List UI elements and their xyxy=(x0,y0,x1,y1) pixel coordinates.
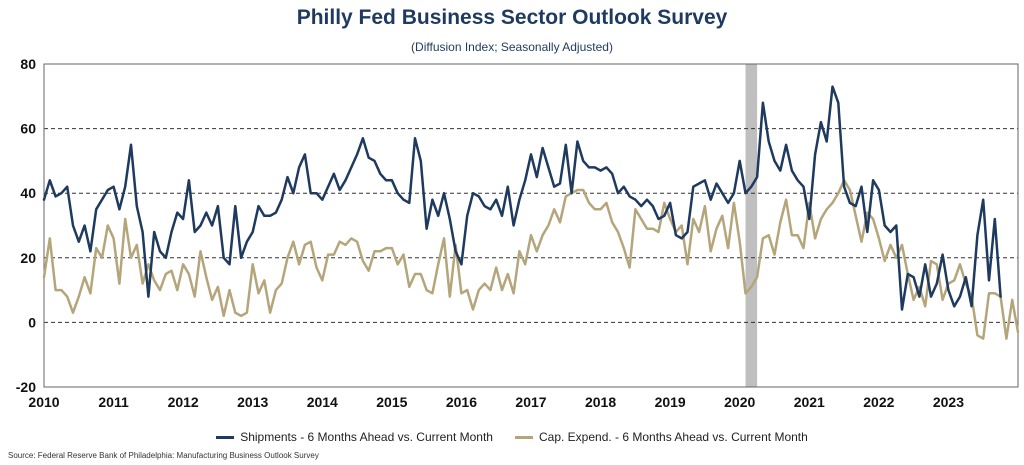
chart-legend: Shipments - 6 Months Ahead vs. Current M… xyxy=(0,430,1024,444)
x-tick-label: 2012 xyxy=(168,394,199,410)
y-tick-label: 60 xyxy=(20,121,36,137)
x-tick-label: 2017 xyxy=(515,394,546,410)
x-tick-label: 2016 xyxy=(446,394,477,410)
x-tick-label: 2021 xyxy=(794,394,825,410)
legend-swatch-capex xyxy=(514,435,533,439)
legend-item-capex: Cap. Expend. - 6 Months Ahead vs. Curren… xyxy=(514,430,808,444)
y-tick-label: 80 xyxy=(20,56,36,72)
plot-frame xyxy=(43,63,1019,388)
chart-subtitle: (Diffusion Index; Seasonally Adjusted) xyxy=(411,40,613,54)
recession-shading xyxy=(745,64,758,387)
chart-title: Philly Fed Business Sector Outlook Surve… xyxy=(296,6,728,29)
x-tick-label: 2010 xyxy=(28,394,59,410)
x-tick-label: 2015 xyxy=(376,394,407,410)
y-tick-label: 0 xyxy=(28,314,36,330)
x-tick-label: 2014 xyxy=(307,394,338,410)
source-note: Source: Federal Reserve Bank of Philadel… xyxy=(8,451,319,460)
y-tick-label: 40 xyxy=(20,185,36,201)
series-line-shipments xyxy=(42,85,1002,311)
y-tick-label: 20 xyxy=(20,250,36,266)
y-tick-label: -20 xyxy=(16,379,36,395)
legend-item-shipments: Shipments - 6 Months Ahead vs. Current M… xyxy=(216,430,493,444)
x-tick-label: 2020 xyxy=(724,394,755,410)
x-tick-label: 2019 xyxy=(655,394,686,410)
x-tick-label: 2013 xyxy=(237,394,268,410)
x-tick-label: 2018 xyxy=(585,394,616,410)
legend-label-capex: Cap. Expend. - 6 Months Ahead vs. Curren… xyxy=(538,430,808,444)
x-tick-label: 2011 xyxy=(98,394,129,410)
series-line-capex xyxy=(42,179,1020,340)
x-tick-label: 2022 xyxy=(863,394,894,410)
legend-swatch-shipments xyxy=(216,435,235,439)
x-tick-label: 2023 xyxy=(933,394,964,410)
legend-label-shipments: Shipments - 6 Months Ahead vs. Current M… xyxy=(240,430,493,444)
